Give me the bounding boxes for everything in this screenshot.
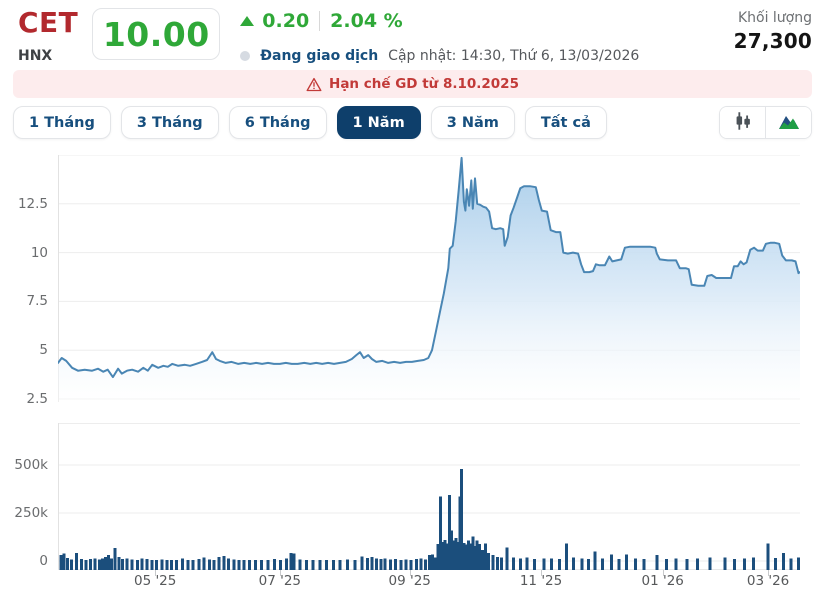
up-triangle-icon [240, 16, 255, 26]
candlestick-icon [732, 110, 754, 135]
price-y-tick-label: 5 [39, 342, 48, 359]
change-row: 0.20 2.04 % [240, 10, 639, 32]
tab-range-2[interactable]: 6 Tháng [228, 106, 327, 139]
x-axis-tick-label: 09 '25 [388, 573, 431, 589]
x-axis-tick [541, 570, 543, 576]
x-axis-tick-label: 11 '25 [519, 573, 563, 589]
change-divider [319, 11, 321, 31]
chart-type-toggle [719, 106, 812, 139]
last-updated: Cập nhật: 14:30, Thứ 6, 13/03/2026 [388, 48, 640, 64]
x-axis-tick-label: 07 '25 [258, 573, 302, 589]
current-price: 10.00 [102, 14, 210, 54]
stock-header: CET HNX 10.00 0.20 2.04 % Đang giao dịch… [0, 0, 825, 64]
banner-text: Hạn chế GD từ 8.10.2025 [329, 76, 519, 92]
volume-label: Khối lượng [737, 10, 812, 26]
price-y-tick-label: 10 [30, 244, 48, 261]
price-area-chart[interactable] [58, 155, 800, 402]
chart-controls: 1 Tháng 3 Tháng 6 Tháng 1 Năm 3 Năm Tất cả [13, 106, 812, 139]
area-chart-icon [777, 110, 801, 135]
x-axis-tick [155, 570, 157, 576]
tab-range-4[interactable]: 3 Năm [430, 106, 515, 139]
price-y-tick-label: 12.5 [17, 195, 48, 212]
status-row: Đang giao dịch Cập nhật: 14:30, Thứ 6, 1… [240, 48, 639, 64]
restriction-banner: Hạn chế GD từ 8.10.2025 [13, 70, 812, 98]
price-change-percent: 2.04 % [330, 10, 403, 32]
trading-status: Đang giao dịch [260, 48, 379, 64]
tab-range-3[interactable]: 1 Năm [336, 106, 421, 139]
exchange-label: HNX [18, 48, 53, 64]
price-box: 10.00 [92, 8, 221, 60]
volume-block: Khối lượng 27,300 [734, 8, 812, 53]
area-view-button[interactable] [766, 107, 811, 138]
x-axis-tick [279, 570, 281, 576]
x-axis-tick-label: 01 '26 [641, 573, 684, 589]
volume-y-tick-label: 250k [14, 505, 48, 521]
volume-y-tick-label: 500k [14, 457, 48, 473]
price-change: 0.20 [262, 10, 310, 32]
toggle-divider [765, 107, 766, 138]
volume-bar-chart[interactable] [58, 423, 800, 570]
warning-icon [306, 77, 322, 92]
x-axis-tick [409, 570, 411, 576]
range-tabs: 1 Tháng 3 Tháng 6 Tháng 1 Năm 3 Năm Tất cả [13, 106, 607, 139]
change-status-block: 0.20 2.04 % Đang giao dịch Cập nhật: 14:… [240, 8, 639, 66]
candlestick-view-button[interactable] [720, 107, 765, 138]
tab-range-0[interactable]: 1 Tháng [13, 106, 111, 139]
ticker-symbol: CET [18, 6, 79, 39]
chart-area: 12.5 10 7.5 5 2.5 500k 250k 0 05 '25 07 '25 09 '25… [0, 139, 825, 594]
volume-value: 27,300 [733, 29, 812, 53]
tab-range-5[interactable]: Tất cả [524, 106, 607, 139]
x-axis-tick [768, 570, 770, 576]
x-axis-tick [662, 570, 664, 576]
volume-y-tick-label: 0 [39, 553, 48, 569]
x-axis-tick-label: 03 '26 [746, 573, 790, 589]
ticker-block: CET HNX [18, 8, 78, 64]
price-y-tick-label: 7.5 [26, 293, 48, 310]
price-y-tick-label: 2.5 [26, 391, 48, 407]
status-dot-icon [240, 51, 251, 61]
x-axis-tick-label: 05 '25 [134, 573, 177, 589]
tab-range-1[interactable]: 3 Tháng [120, 106, 219, 139]
